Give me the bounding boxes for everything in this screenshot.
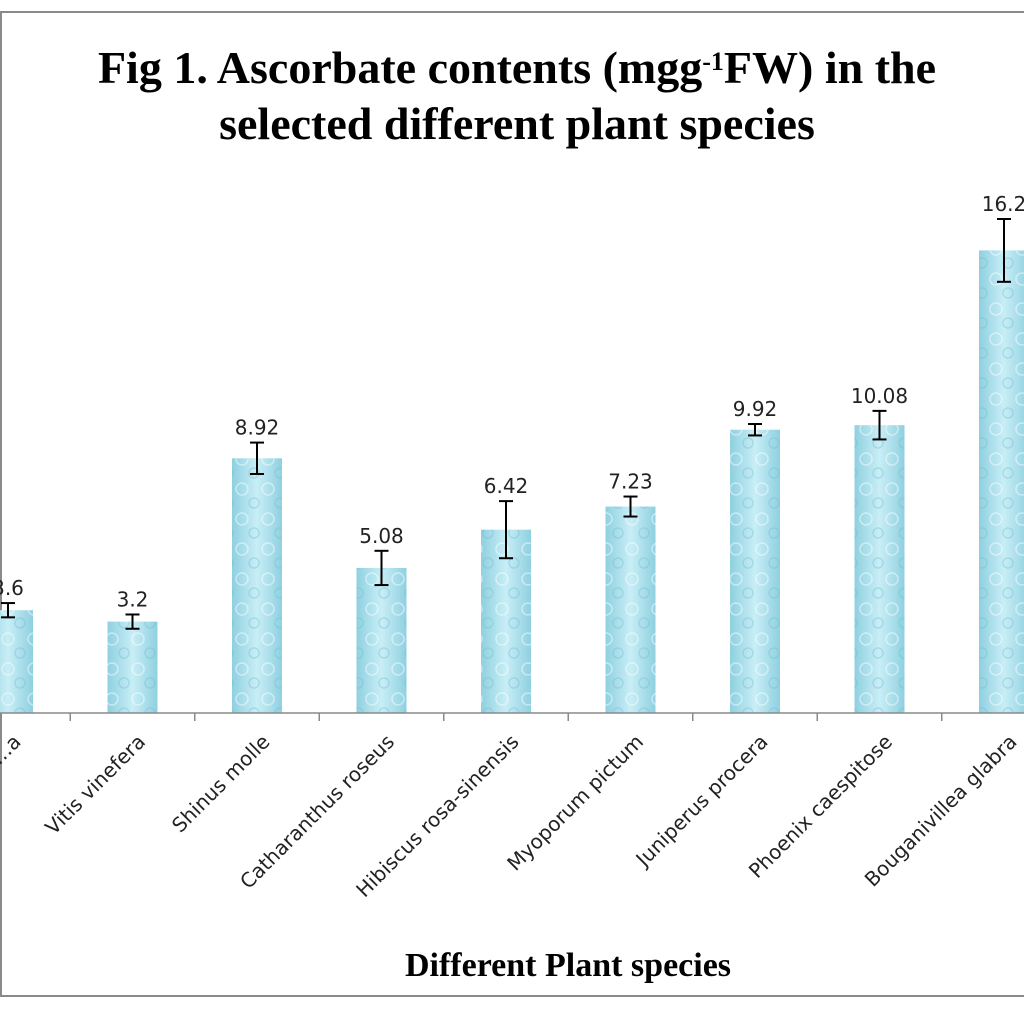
chart-title: Fig 1. Ascorbate contents (mgg-1FW) in t… [0,40,1024,152]
data-label: 10.08 [851,384,908,408]
title-line1-tail: in the [813,42,937,93]
x-tick-label: Myoporum pictum [502,730,648,876]
x-tick-label: Vitis vinefera [40,730,150,840]
data-labels-group: 3.6 3.2 8.92 5.08 6.42 7.23 9.92 10.08 16.2 [0,192,1024,611]
bar-texture [0,610,33,713]
data-label: 5.08 [359,524,404,548]
chart-frame [0,11,1024,997]
title-line-2: selected different plant species [219,98,815,149]
title-main: Fig 1. Ascorbate contents (mgg [97,42,703,93]
data-label: 7.23 [608,470,653,494]
bar-texture [730,429,780,713]
x-tick-labels-group: …a Vitis vinefera Shinus molleCatharanthus… [0,730,1022,902]
bar-texture [605,506,656,713]
data-label: 6.42 [484,474,529,498]
bar-texture [481,529,531,713]
bars-group [0,250,1024,713]
bar-texture [979,250,1024,713]
title-superscript: -1 [702,47,724,76]
x-axis-title: Different Plant species [404,947,732,984]
bar-texture [107,621,158,713]
x-tick-label: Juniperus procera [630,730,773,873]
data-label: 3.2 [117,587,149,611]
data-label: 8.92 [235,416,280,440]
bar-texture [232,458,282,713]
x-tick-label: …a [0,730,26,770]
x-ticks-group [69,713,943,721]
data-label: 3.6 [0,576,24,600]
title-unit: FW) [723,42,814,93]
title-line-1: Fig 1. Ascorbate contents (mgg-1FW) in t… [0,40,1024,96]
x-tick-label: Shinus molle [167,730,275,838]
bar-texture [356,567,407,713]
error-bars-group [1,217,1011,630]
data-label: 9.92 [733,397,778,421]
data-label: 16.2 [982,192,1024,216]
bar-texture [854,425,905,713]
